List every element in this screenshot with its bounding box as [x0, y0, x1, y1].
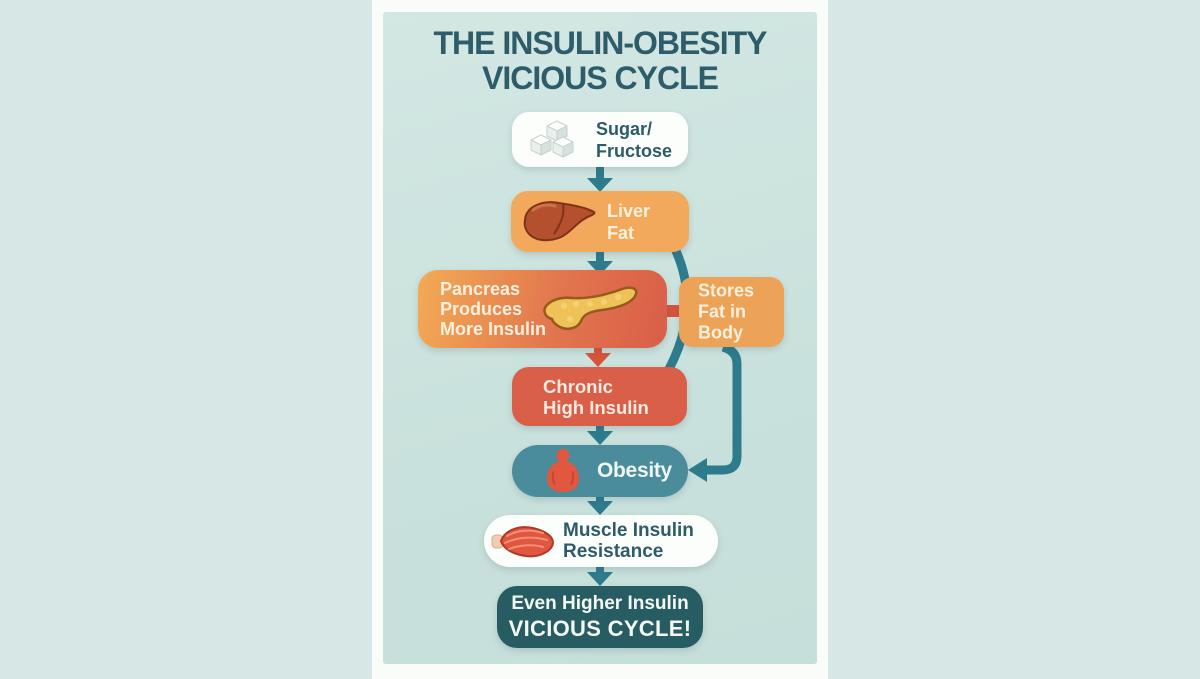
arrow-chronic-to-obesity	[587, 426, 613, 445]
box-label-line: More Insulin	[440, 319, 547, 339]
box-label-line: Liver	[607, 200, 651, 221]
box-obesity: Obesity	[512, 445, 688, 497]
liver-icon	[519, 196, 599, 253]
arrow-sugar-to-liver	[587, 167, 613, 192]
title-line-2: VICIOUS CYCLE	[482, 60, 719, 96]
box-sugar-fructose: Sugar/ Fructose	[512, 112, 688, 167]
arrow-muscle-to-final	[587, 566, 613, 586]
box-label-line: High Insulin	[543, 396, 649, 418]
elbow-stores-to-obesity-arrow	[688, 342, 742, 482]
box-label-line: Pancreas	[440, 279, 521, 299]
box-label-line: Sugar/	[596, 118, 653, 139]
box-label-line: Fat in	[698, 301, 746, 322]
box-label-line: Obesity	[597, 459, 672, 482]
box-label-line: Produces	[440, 299, 523, 319]
title-line-1: THE INSULIN-OBESITY	[433, 25, 767, 61]
poster-card: THE INSULIN-OBESITY VICIOUS CYCLE	[383, 12, 817, 664]
sugar-cubes-icon	[524, 117, 582, 166]
box-label-line: Even Higher Insulin	[511, 593, 689, 614]
box-pancreas-insulin: Pancreas Produces More Insulin	[418, 270, 667, 348]
box-muscle-insulin-resistance: Muscle Insulin Resistance	[484, 515, 718, 567]
arrow-pancreas-to-chronic	[585, 347, 611, 367]
box-liver-fat: Liver Fat	[511, 191, 689, 252]
pancreas-icon	[536, 279, 644, 344]
page-title: THE INSULIN-OBESITY VICIOUS CYCLE	[383, 26, 817, 96]
muscle-icon	[491, 521, 557, 566]
box-chronic-high-insulin: Chronic High Insulin	[512, 367, 687, 426]
box-label-line: Stores	[698, 280, 755, 301]
arrow-obesity-to-muscle	[587, 496, 613, 515]
box-label-line: Muscle Insulin	[563, 520, 694, 541]
box-label-line: Fat	[607, 222, 634, 243]
box-stores-fat: Stores Fat in Body	[679, 277, 784, 347]
box-label-line: Body	[698, 322, 743, 343]
box-label-line: Chronic	[543, 375, 613, 397]
box-label-line: Fructose	[596, 140, 673, 161]
box-vicious-cycle: Even Higher Insulin VICIOUS CYCLE!	[497, 586, 703, 648]
box-label-line: Resistance	[563, 541, 664, 562]
overweight-person-icon	[540, 448, 586, 499]
box-label-line: VICIOUS CYCLE!	[508, 616, 692, 641]
